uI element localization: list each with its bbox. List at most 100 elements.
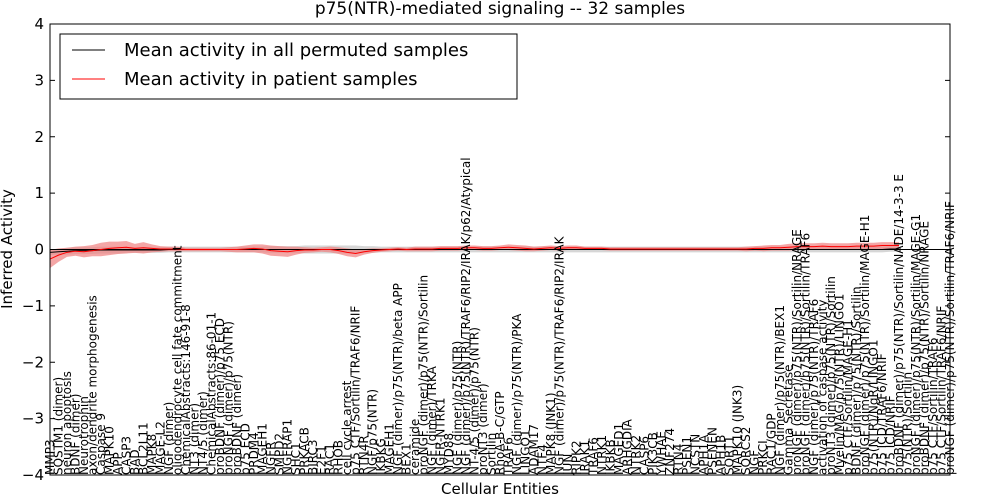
x-tick-label: Gamma Secretase: [782, 364, 796, 475]
x-tick-label: APH1B: [714, 435, 728, 475]
x-tick-label: BCL2L11: [136, 422, 150, 475]
y-tick-label: 1: [34, 184, 44, 202]
x-tick-label: proNT3 (dimer)/p75(NTR)/Sortilin: [824, 276, 838, 475]
x-tick-label: proBDNF (dimer)/p75(NTR)/Sortilin/NADE/1…: [892, 174, 906, 475]
x-tick-label: PRDM4: [247, 432, 261, 475]
x-tick-label: ceramide: [408, 419, 422, 475]
x-tick-label: RIPK2: [569, 440, 583, 475]
x-tick-label: NGFR-NTRK1: [434, 397, 448, 475]
x-tick-label: ARHGDIA: [620, 418, 634, 475]
x-tick-label: NGFRAP1: [281, 419, 295, 475]
x-tick-label: NGF (dimer)/p75(NTR)/TRAF6/RIP2/IRAK: [552, 235, 566, 475]
x-tick-label: p75(NTR)/NgR/LINGO1: [867, 339, 881, 475]
x-tick-label: ADAM17: [527, 424, 541, 475]
x-tick-label: NTF4: [535, 444, 549, 475]
x-tick-label: neuron apoptosis: [60, 371, 74, 475]
x-tick-label: RHOB: [332, 440, 346, 475]
x-tick-label: NGF (dimer)/p75(NTR)/BEX1: [773, 305, 787, 475]
series-1-line: [49, 245, 900, 260]
x-tick-label: NT-4/5 (dimer)/p75(NTR): [468, 327, 482, 475]
x-tick-label: RhoA-B-C/GTP: [493, 391, 507, 475]
x-tick-label: proNGF (dimer)/p75(NTR)/Sortilin/NRAGE: [790, 229, 804, 475]
x-tick-label: p75 CTF/Sortilin/TRAF6/NRIF: [935, 306, 949, 475]
x-tick-label: cell cycle arrest: [340, 380, 354, 475]
x-tick-label: activation of caspase activity: [816, 300, 830, 475]
legend-box: [59, 33, 518, 100]
x-tick-label: BDNF (dimer): [68, 393, 82, 475]
x-tick-label: proNGF (dimer)/p75(NTR)/Sortilin/MAGE-G1: [909, 214, 923, 475]
x-tick-label: SHC1: [289, 442, 303, 475]
x-tick-label: IRAK1: [578, 440, 592, 475]
x-tick-label: IKBKG: [374, 438, 388, 475]
x-tick-label: MAPK8: [145, 434, 159, 475]
x-tick-label: NTRK1: [595, 435, 609, 475]
x-tick-label: NTRK2: [629, 435, 643, 475]
y-tick-label: −3: [22, 410, 44, 428]
x-tick-label: proNGF (dimer)/p75(NTR)/Sortilin/TRAF6/N…: [943, 201, 957, 475]
x-tick-label: PSENEN: [705, 427, 719, 475]
y-axis-label: Inferred Activity: [0, 189, 16, 309]
y-axis: −4 −3 −2 −1 0 1 2 3 4: [22, 15, 950, 484]
x-tick-label: PRKACB: [298, 427, 312, 475]
x-tick-label: NGF (dimer)/p75(NTR)/TRAF6: [807, 299, 821, 475]
x-tick-label: NCSTN: [688, 434, 702, 475]
x-tick-label: NGF (dimer)/p75(NTR)/beta APP: [391, 283, 405, 475]
y-tick-label: −2: [22, 353, 44, 371]
series-1-band: [50, 241, 900, 269]
plot-area: [49, 23, 951, 476]
x-tick-label: SORT1: [722, 436, 736, 476]
x-tick-label: MAGE-L2: [153, 421, 167, 475]
x-tick-label: MAPK10: [102, 426, 116, 475]
x-tick-label: NGF (dimer): [162, 402, 176, 475]
x-tick-label: axon/dendrite morphogenesis: [85, 295, 99, 475]
x-tick-label: MAPK10 (JNK3): [731, 385, 745, 475]
x-tick-label: p75 ECD: [238, 423, 252, 475]
x-tick-label: LINGO1: [518, 429, 532, 475]
x-tick-label: MYD88: [442, 433, 456, 475]
x-tick-label: SMPD2: [272, 433, 286, 475]
x-tick-label: NGF/p75(NTR): [366, 389, 380, 475]
x-tick-label: Neurotrophin: [77, 396, 91, 475]
x-tick-label: NGF (dimer)/p75(NTR)/TRAF6/RIP2/IRAK/p62…: [459, 157, 473, 475]
x-axis-label: Cellular Entities: [441, 480, 559, 498]
x-tick-label: p75(NTR)/Sortilin: [901, 372, 915, 475]
x-tick-label: SQSTM1 (dimer): [51, 377, 65, 475]
x-tick-label: SORCS2: [739, 427, 753, 475]
x-tick-label: NGF (dimer)/p75(NTR)/PKA: [510, 313, 524, 475]
x-tick-label: MAGEH1: [383, 423, 397, 475]
x-tick-label: MAGEH1: [255, 423, 269, 475]
x-tick-label: proBDNF (dimer): [230, 374, 244, 475]
x-tick-label: proBDNF (dimer)/p75 ECD: [213, 318, 227, 475]
x-tick-label: BDNF (dimer)/p75(NTR)/Sortilin: [850, 286, 864, 475]
x-tick-label: APP: [111, 452, 125, 475]
y-tick-label: 2: [34, 128, 44, 146]
x-tick-label: BIRC3: [306, 439, 320, 475]
x-tick-label: PRKCI: [756, 440, 770, 475]
x-tick-label: RTN4R: [357, 435, 371, 475]
x-tick-label: PIK3CB: [646, 432, 660, 475]
x-tick-label: E2F1: [315, 445, 329, 475]
x-tick-label: proBDNF (dimer)/p75(NTR)/Sortilin/NRAGE: [918, 221, 932, 475]
x-tick-label: IKBKB: [603, 439, 617, 475]
y-tick-label: −4: [22, 466, 44, 484]
legend: Mean activity in all permuted samples Mea…: [59, 33, 518, 100]
x-tick-label: MAPK8 (JNK1): [544, 392, 558, 475]
x-tick-label: proNGF (dimer)/p75(NTR)/Sortilin/TRAF6: [799, 233, 813, 475]
x-tick-label: APH1A: [697, 434, 711, 475]
y-tick-label: −1: [22, 297, 44, 315]
legend-label: Mean activity in patient samples: [124, 69, 418, 90]
x-tick-label: proNGF (dimer)/p75(NTR)/Sortilin: [417, 275, 431, 475]
x-tick-label: p75 ICD/NRIF: [884, 395, 898, 475]
x-tick-label: proNT3 (dimer): [476, 383, 490, 475]
x-tick-label: ChemicalAbstracts:146-91-8: [179, 304, 193, 475]
x-tick-label: BAD: [128, 449, 142, 475]
x-tick-label: BEX1: [400, 443, 414, 475]
x-tick-label: p75 ICD/TRAF6/NRIF: [875, 353, 889, 475]
x-tick-label: NGFR: [264, 441, 278, 475]
x-tick-label: NGF (dimer)/TRKA: [425, 365, 439, 475]
y-tick-label: 3: [34, 71, 44, 89]
chart-title: p75(NTR)-mediated signaling -- 32 sample…: [315, 0, 685, 19]
x-tick-label: JUN: [561, 454, 575, 476]
x-tick-label: YWHAE: [654, 431, 668, 476]
